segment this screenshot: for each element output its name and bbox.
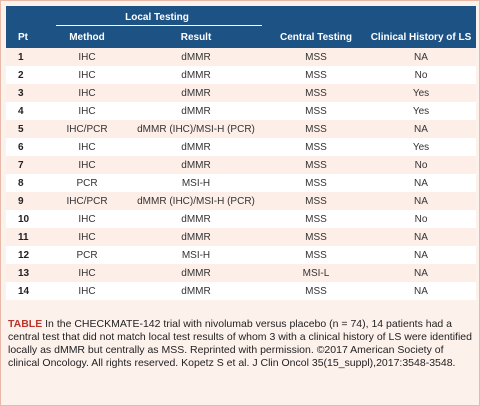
- table-row: 14 IHC dMMR MSS NA: [6, 282, 476, 300]
- column-header-clinical-history: Clinical History of LS: [370, 31, 472, 43]
- cell-method: PCR: [76, 177, 98, 189]
- cell-clinical-history: NA: [414, 177, 428, 189]
- cell-result: MSI-H: [181, 177, 211, 189]
- cell-result: dMMR: [181, 141, 211, 153]
- column-header-method: Method: [69, 31, 105, 43]
- cell-clinical-history: NA: [414, 267, 428, 279]
- cell-method: IHC: [78, 87, 96, 99]
- cell-method: IHC: [78, 105, 96, 117]
- table-row: 9 IHC/PCR dMMR (IHC)/MSI-H (PCR) MSS NA: [6, 192, 476, 210]
- cell-method: IHC/PCR: [66, 123, 108, 135]
- table-row: 3 IHC dMMR MSS Yes: [6, 84, 476, 102]
- column-header-pt: Pt: [18, 31, 28, 43]
- cell-result: dMMR (IHC)/MSI-H (PCR): [137, 123, 255, 135]
- cell-method: IHC: [78, 141, 96, 153]
- cell-result: dMMR: [181, 267, 211, 279]
- cell-pt: 6: [18, 141, 24, 153]
- cell-method: IHC: [78, 159, 96, 171]
- table-row: 1 IHC dMMR MSS NA: [6, 48, 476, 66]
- cell-method: IHC: [78, 231, 96, 243]
- caption-text: In the CHECKMATE-142 trial with nivoluma…: [8, 318, 472, 369]
- cell-pt: 9: [18, 195, 24, 207]
- cell-clinical-history: NA: [414, 123, 428, 135]
- cell-pt: 13: [18, 267, 30, 279]
- cell-clinical-history: No: [414, 159, 428, 171]
- table-row: 6 IHC dMMR MSS Yes: [6, 138, 476, 156]
- table-row: 8 PCR MSI-H MSS NA: [6, 174, 476, 192]
- cell-method: IHC: [78, 69, 96, 81]
- cell-pt: 10: [18, 213, 30, 225]
- cell-central-testing: MSS: [305, 231, 327, 243]
- cell-clinical-history: NA: [414, 231, 428, 243]
- cell-result: MSI-H: [181, 249, 211, 261]
- cell-central-testing: MSS: [305, 159, 327, 171]
- cell-central-testing: MSS: [305, 177, 327, 189]
- cell-clinical-history: Yes: [412, 141, 430, 153]
- cell-central-testing: MSS: [305, 213, 327, 225]
- cell-pt: 7: [18, 159, 24, 171]
- column-header-result: Result: [180, 31, 212, 43]
- column-header-row: Pt Method Result Central Testing Clinica…: [6, 26, 476, 48]
- cell-result: dMMR: [181, 105, 211, 117]
- cell-central-testing: MSS: [305, 51, 327, 63]
- cell-central-testing: MSS: [305, 141, 327, 153]
- cell-clinical-history: Yes: [412, 105, 430, 117]
- table-row: 10 IHC dMMR MSS No: [6, 210, 476, 228]
- table-row: 11 IHC dMMR MSS NA: [6, 228, 476, 246]
- cell-pt: 14: [18, 285, 30, 297]
- cell-central-testing: MSS: [305, 105, 327, 117]
- cell-clinical-history: NA: [414, 285, 428, 297]
- cell-pt: 3: [18, 87, 24, 99]
- cell-central-testing: MSS: [305, 249, 327, 261]
- caption-label: TABLE: [8, 318, 43, 330]
- cell-method: IHC: [78, 213, 96, 225]
- column-header-central-testing: Central Testing: [279, 31, 353, 43]
- cell-central-testing: MSS: [305, 123, 327, 135]
- cell-pt: 5: [18, 123, 24, 135]
- local-testing-header: Local Testing: [48, 6, 266, 26]
- table-body: 1 IHC dMMR MSS NA 2 IHC dMMR MSS No 3 IHC dMMR MSS Yes…: [6, 48, 476, 300]
- cell-method: IHC: [78, 267, 96, 279]
- cell-result: dMMR: [181, 159, 211, 171]
- data-table: Local Testing Pt Method Result Central T…: [6, 6, 476, 300]
- cell-method: PCR: [76, 249, 98, 261]
- table-row: 5 IHC/PCR dMMR (IHC)/MSI-H (PCR) MSS NA: [6, 120, 476, 138]
- cell-result: dMMR: [181, 51, 211, 63]
- cell-result: dMMR: [181, 213, 211, 225]
- cell-central-testing: MSS: [305, 87, 327, 99]
- cell-result: dMMR: [181, 69, 211, 81]
- cell-method: IHC: [78, 51, 96, 63]
- table-row: 12 PCR MSI-H MSS NA: [6, 246, 476, 264]
- table-row: 2 IHC dMMR MSS No: [6, 66, 476, 84]
- table-row: 7 IHC dMMR MSS No: [6, 156, 476, 174]
- cell-clinical-history: NA: [414, 195, 428, 207]
- cell-central-testing: MSS: [305, 69, 327, 81]
- cell-pt: 2: [18, 69, 24, 81]
- cell-clinical-history: NA: [414, 51, 428, 63]
- cell-result: dMMR: [181, 87, 211, 99]
- table-row: 13 IHC dMMR MSI-L NA: [6, 264, 476, 282]
- cell-pt: 11: [18, 231, 29, 243]
- table-caption: TABLE In the CHECKMATE-142 trial with ni…: [8, 318, 474, 370]
- cell-method: IHC/PCR: [66, 195, 108, 207]
- cell-result: dMMR: [181, 231, 211, 243]
- cell-clinical-history: No: [414, 213, 428, 225]
- cell-central-testing: MSI-L: [302, 267, 330, 279]
- group-header-row: Local Testing: [6, 6, 476, 26]
- cell-pt: 4: [18, 105, 24, 117]
- cell-pt: 8: [18, 177, 24, 189]
- cell-result: dMMR (IHC)/MSI-H (PCR): [137, 195, 255, 207]
- cell-pt: 12: [18, 249, 30, 261]
- group-underline: [56, 25, 262, 26]
- cell-clinical-history: NA: [414, 249, 428, 261]
- cell-clinical-history: Yes: [412, 87, 430, 99]
- cell-clinical-history: No: [414, 69, 428, 81]
- cell-method: IHC: [78, 285, 96, 297]
- cell-result: dMMR: [181, 285, 211, 297]
- cell-central-testing: MSS: [305, 285, 327, 297]
- cell-central-testing: MSS: [305, 195, 327, 207]
- table-row: 4 IHC dMMR MSS Yes: [6, 102, 476, 120]
- cell-pt: 1: [18, 51, 24, 63]
